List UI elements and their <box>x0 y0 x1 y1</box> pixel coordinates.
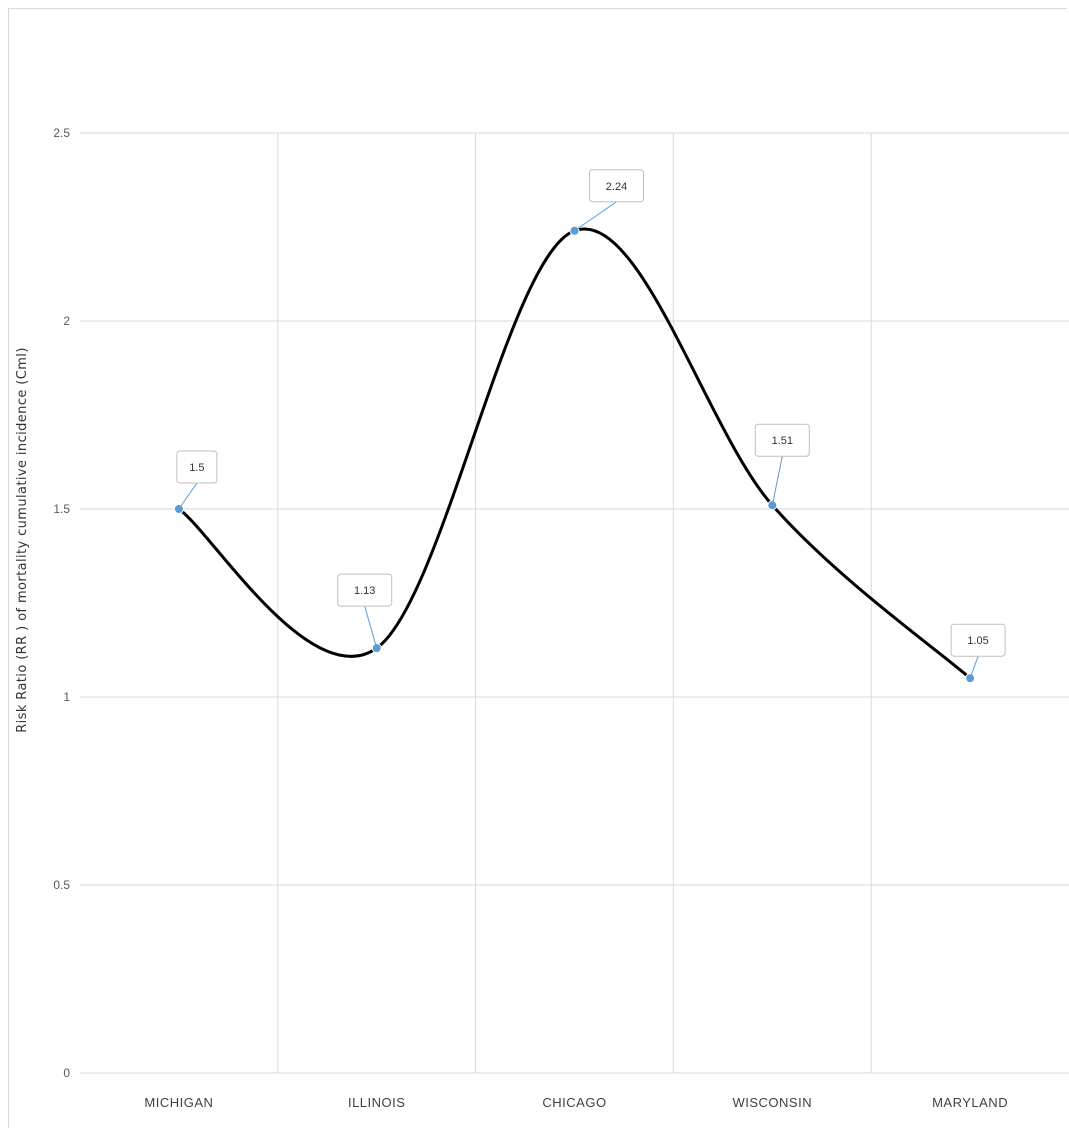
x-category-label: ILLINOIS <box>348 1095 405 1110</box>
data-label-box <box>589 169 644 203</box>
y-tick-label: 2 <box>63 314 70 328</box>
series-markers <box>173 225 976 684</box>
x-category-label: CHICAGO <box>542 1095 606 1110</box>
data-label-box <box>754 423 810 457</box>
data-label: 1.05 <box>967 635 988 647</box>
data-label-leader <box>574 201 617 232</box>
data-label-box <box>337 573 393 607</box>
y-tick-label: 1.5 <box>53 502 70 516</box>
data-label: 1.5 <box>189 462 204 474</box>
y-tick-label: 0 <box>63 1066 70 1080</box>
chart-frame <box>8 8 1067 1128</box>
y-tick-label: 2.5 <box>53 126 70 140</box>
gridlines <box>80 132 1069 1074</box>
series-line <box>177 227 972 680</box>
y-axis-label: Risk Ratio (RR ) of mortality cumulative… <box>15 347 30 733</box>
data-label-box <box>950 623 1006 657</box>
data-labels: 1.5 1.13 2.24 1.51 1.05 <box>176 169 1006 679</box>
data-label-box <box>176 450 218 484</box>
data-label-leader <box>364 605 378 649</box>
y-tick-label: 1 <box>63 690 70 704</box>
data-label: 1.51 <box>772 435 793 447</box>
data-label-leader <box>969 656 979 679</box>
x-category-label: MICHIGAN <box>144 1095 213 1110</box>
y-axis-ticks: 0 0.5 1 1.5 2 2.5 <box>53 126 70 1080</box>
series-path <box>177 227 972 680</box>
x-category-label: WISCONSIN <box>732 1095 812 1110</box>
data-label-leader <box>178 482 198 510</box>
data-label: 1.13 <box>354 585 375 597</box>
y-tick-label: 0.5 <box>53 878 70 892</box>
data-label-leader <box>771 456 783 506</box>
x-axis-categories: MICHIGAN ILLINOIS CHICAGO WISCONSIN MARYLAND <box>144 1095 1008 1110</box>
data-label: 2.24 <box>606 181 627 193</box>
x-category-label: MARYLAND <box>932 1095 1008 1110</box>
